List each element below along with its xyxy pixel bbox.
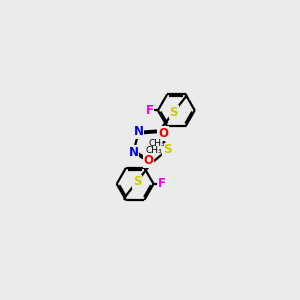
Text: O: O: [143, 154, 154, 167]
Text: N: N: [128, 146, 139, 159]
Text: O: O: [158, 127, 168, 140]
Text: N: N: [134, 125, 143, 138]
Text: F: F: [158, 177, 166, 190]
Text: S: S: [169, 106, 178, 118]
Text: CH₃: CH₃: [149, 139, 166, 148]
Text: CH₃: CH₃: [146, 146, 163, 155]
Text: S: S: [133, 175, 141, 188]
Text: F: F: [146, 104, 154, 117]
Text: S: S: [163, 143, 172, 156]
